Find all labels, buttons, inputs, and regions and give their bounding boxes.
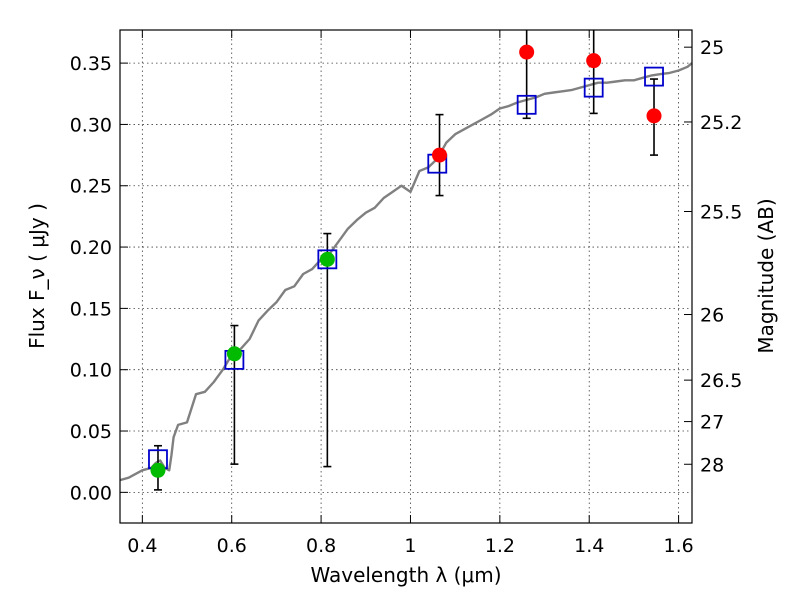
observed-point xyxy=(226,346,242,362)
x-tick-label: 1.2 xyxy=(485,535,515,557)
plot-frame xyxy=(119,29,693,524)
y-axis-label-right: Magnitude (AB) xyxy=(754,198,778,353)
magnitude-tick-label: 25.2 xyxy=(700,112,742,134)
grid-lines xyxy=(120,30,692,523)
y-tick-label: 0.15 xyxy=(70,298,112,320)
magnitude-tick-label: 27 xyxy=(700,412,724,434)
x-tick-label: 0.4 xyxy=(127,535,157,557)
x-tick-label: 1.4 xyxy=(574,535,604,557)
observed-point xyxy=(319,251,335,267)
magnitude-tick-label: 28 xyxy=(700,454,724,476)
axis-ticks xyxy=(120,30,692,523)
observed-point xyxy=(519,44,535,60)
sed-template-curve xyxy=(119,62,693,482)
model-square-marker xyxy=(644,66,664,87)
x-tick-label: 0.8 xyxy=(306,535,336,557)
axis-tick-labels: 0.4 0.6 0.8 1 1.2 1.4 1.6 0.00 0.05 0.10 0.15 0.20 0… xyxy=(70,37,743,557)
observed-point xyxy=(432,147,448,163)
x-tick-label: 1 xyxy=(404,535,416,557)
y-tick-label: 0.10 xyxy=(70,360,112,382)
model-square-marker xyxy=(516,94,537,115)
y-tick-label: 0.25 xyxy=(70,176,112,198)
model-squares xyxy=(148,66,664,470)
model-square-marker xyxy=(583,77,604,98)
y-tick-label: 0.00 xyxy=(70,482,112,504)
magnitude-tick-label: 26.5 xyxy=(700,370,742,392)
observed-points xyxy=(150,44,662,478)
observed-point xyxy=(150,462,166,478)
y-tick-label: 0.05 xyxy=(70,421,112,443)
x-axis-label: Wavelength λ (μm) xyxy=(310,563,501,587)
magnitude-tick-label: 25 xyxy=(700,37,724,59)
y-tick-label: 0.20 xyxy=(70,237,112,259)
y-tick-label: 0.35 xyxy=(70,53,112,75)
magnitude-tick-label: 25.5 xyxy=(700,202,742,224)
y-tick-label: 0.30 xyxy=(70,114,112,136)
x-tick-label: 0.6 xyxy=(217,535,247,557)
x-tick-label: 1.6 xyxy=(663,535,693,557)
observed-point xyxy=(586,53,602,69)
magnitude-tick-label: 26 xyxy=(700,305,724,327)
observed-point xyxy=(646,108,662,124)
sed-curve-layer xyxy=(119,62,693,482)
model-square-marker xyxy=(317,249,338,270)
y-axis-label-left: Flux F_ν ( μJy ) xyxy=(25,203,49,349)
error-bars xyxy=(153,30,659,491)
